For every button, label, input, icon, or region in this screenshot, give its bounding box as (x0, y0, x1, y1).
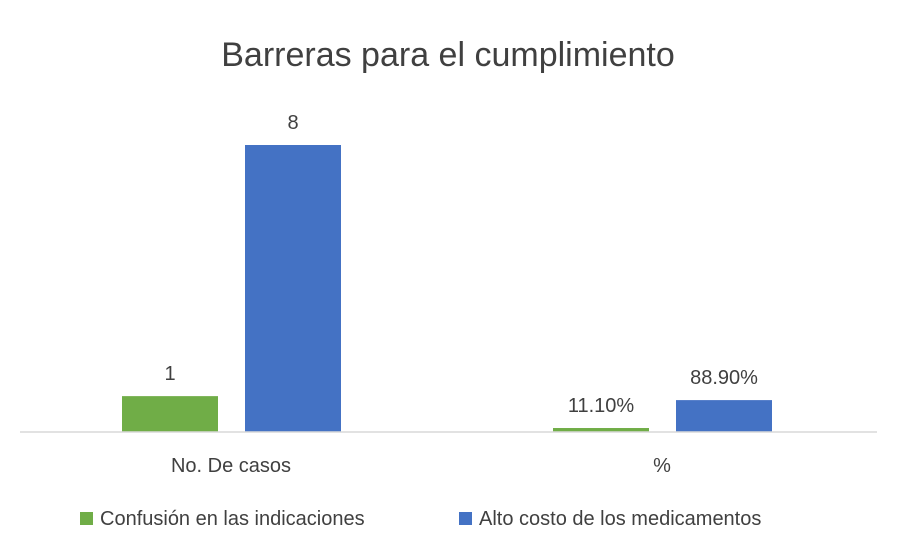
bar-series2-cat2 (676, 400, 772, 432)
bar-series2-cat1 (245, 145, 341, 432)
category-label-2: % (653, 455, 671, 477)
category-label-1: No. De casos (171, 455, 291, 477)
category-labels-layer: No. De casos% (171, 455, 671, 477)
legend-swatch-1 (80, 512, 93, 525)
bars-layer (122, 145, 772, 432)
legend-label-1: Confusión en las indicaciones (100, 508, 365, 530)
data-label-series2-cat1: 8 (287, 112, 298, 134)
data-label-series1-cat2: 11.10% (568, 395, 635, 417)
data-label-series2-cat2: 88.90% (690, 367, 758, 389)
bar-series1-cat1 (122, 396, 218, 432)
legend: Confusión en las indicaciones Alto costo … (80, 508, 761, 530)
data-labels-layer: 1 11.10% 8 88.90% (164, 112, 758, 417)
data-label-series1-cat1: 1 (164, 363, 175, 385)
chart-title: Barreras para el cumplimiento (221, 36, 675, 74)
legend-swatch-2 (459, 512, 472, 525)
bar-series1-cat2 (553, 428, 649, 432)
legend-label-2: Alto costo de los medicamentos (479, 508, 761, 530)
